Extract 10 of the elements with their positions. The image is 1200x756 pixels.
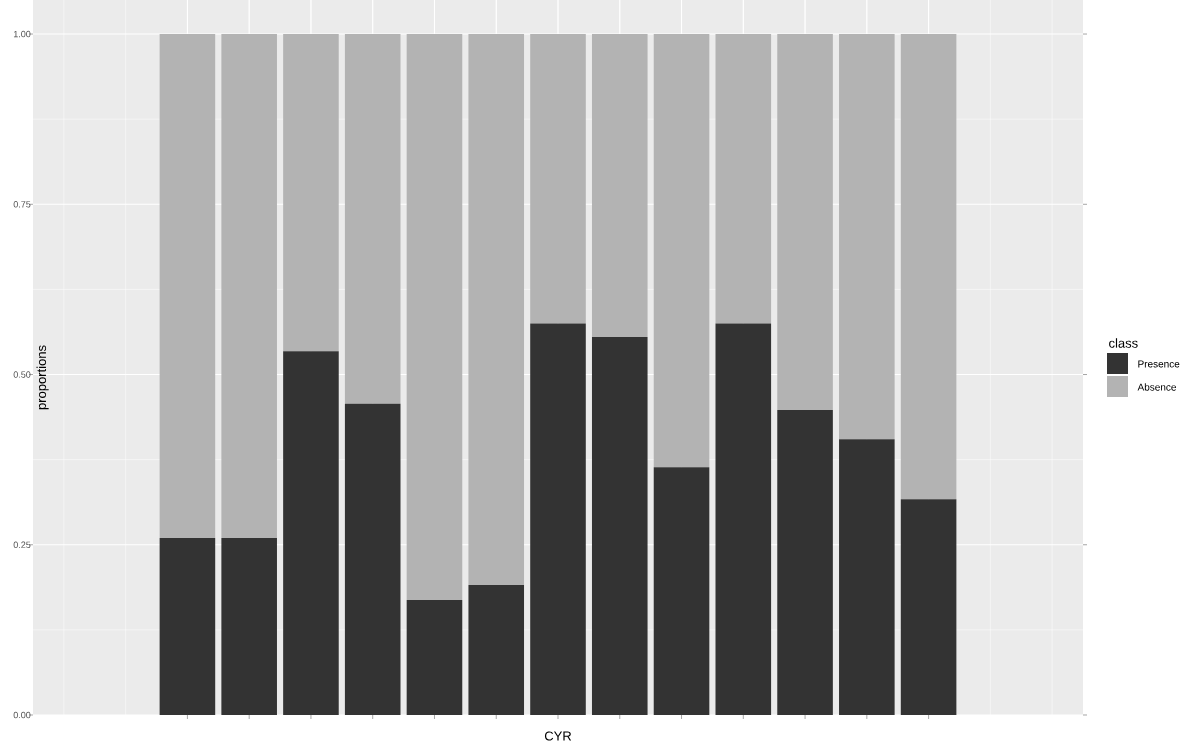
y-axis-title: proportions <box>36 345 49 410</box>
legend-title: class <box>1109 338 1138 348</box>
legend-label: Presence <box>1138 360 1180 368</box>
y-tick-label: 0.00 <box>13 711 31 719</box>
legend-label: Absence <box>1137 383 1177 391</box>
y-tick-label: 0.25 <box>13 541 31 548</box>
x-axis-title: CYR <box>544 731 572 741</box>
y-tick-label: 1.00 <box>13 30 31 38</box>
y-tick-label: 0.75 <box>13 201 31 208</box>
y-tick-label: 0.50 <box>13 371 31 378</box>
